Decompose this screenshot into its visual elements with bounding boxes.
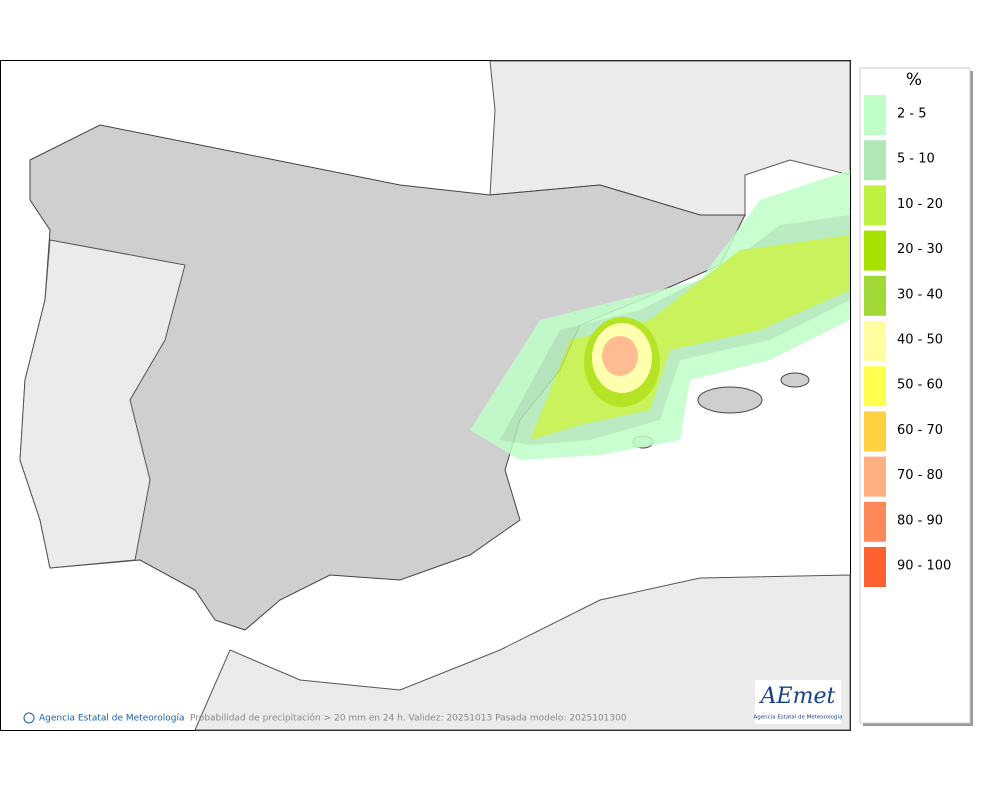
legend-swatch [864, 366, 886, 407]
legend-swatch [864, 456, 886, 497]
legend: % 2 - 5 5 - 10 10 - 20 20 - 30 30 - 40 40 - 5… [859, 67, 973, 726]
legend-label: 80 - 90 [897, 513, 943, 528]
legend-swatch [864, 321, 886, 361]
map: Agencia Estatal de Meteorología Probabil… [0, 60, 851, 731]
portugal [19, 239, 186, 569]
legend-label: 5 - 10 [897, 152, 935, 167]
mallorca [697, 386, 763, 414]
legend-label: 30 - 40 [897, 287, 943, 302]
copyright-icon [23, 712, 35, 724]
legend-label: 60 - 70 [897, 423, 943, 438]
legend-label: 50 - 60 [897, 378, 943, 393]
precipitation-field [470, 170, 850, 460]
legend-swatch [864, 140, 886, 181]
legend-swatch [864, 547, 886, 587]
legend-swatch [864, 230, 886, 271]
logo-subtitle: Agencia Estatal de Meteorología [754, 714, 843, 721]
legend-label: 70 - 80 [897, 468, 943, 483]
legend-swatch [864, 185, 886, 226]
legend-swatch [864, 275, 886, 316]
legend-label: 90 - 100 [897, 559, 951, 574]
africa [194, 574, 851, 731]
legend-swatch [864, 501, 886, 542]
credit: Agencia Estatal de Meteorología [39, 714, 185, 724]
menorca [780, 372, 810, 388]
legend-title: % [906, 70, 922, 90]
legend-label: 2 - 5 [897, 107, 927, 122]
legend-swatch [864, 95, 886, 135]
legend-label: 40 - 50 [897, 333, 943, 348]
caption: Probabilidad de precipitación > 20 mm en… [190, 713, 627, 724]
legend-swatch [864, 411, 886, 452]
logo-name: AEmet [759, 684, 836, 709]
legend-label: 10 - 20 [897, 197, 943, 212]
logo-box [755, 680, 841, 724]
legend-label: 20 - 30 [897, 242, 943, 257]
